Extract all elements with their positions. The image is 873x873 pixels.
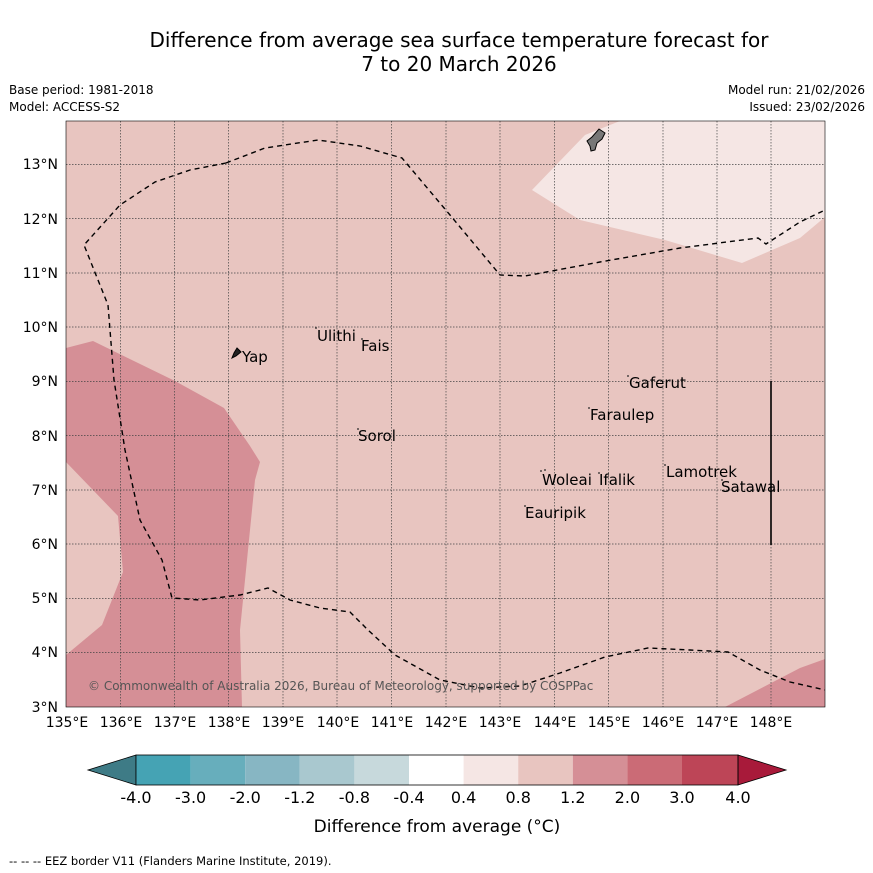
base-period: Base period: 1981-2018	[9, 83, 154, 97]
anomaly-region-1.2-2.0-west	[66, 341, 260, 707]
place-label-eauripik: Eauripik	[525, 504, 586, 522]
lat-tick-label: 3°N	[32, 700, 58, 716]
lon-tick-label: 135°E	[46, 715, 89, 731]
colorbar-tick-label: 1.2	[560, 788, 585, 807]
lon-tick-label: 142°E	[425, 715, 468, 731]
place-label-sorol: Sorol	[358, 427, 396, 445]
colorbar-tick-label: -1.2	[284, 788, 315, 807]
chart-title-line1: Difference from average sea surface temp…	[149, 28, 769, 52]
colorbar-tick-label: -2.0	[230, 788, 261, 807]
map-frame	[65, 120, 826, 708]
place-label-gaferut: Gaferut	[629, 374, 686, 392]
lat-tick-label: 11°N	[23, 266, 58, 282]
graticule	[66, 121, 825, 707]
lon-tick-label: 145°E	[588, 715, 631, 731]
colorbar-tick-label: -4.0	[120, 788, 151, 807]
colorbar-tick-labels: -4.0 -3.0 -2.0 -1.2 -0.8 -0.4 0.4 0.8 1.…	[120, 788, 750, 807]
yap-island	[231, 347, 242, 360]
chart-title-line2: 7 to 20 March 2026	[361, 52, 557, 76]
colorbar-tick-label: -0.8	[339, 788, 370, 807]
lat-tick-label: 6°N	[32, 537, 58, 553]
colorbar-bin	[190, 755, 246, 785]
colorbar-tick-label: 0.8	[505, 788, 530, 807]
anomaly-region-0.4-0.8-northeast	[532, 121, 825, 263]
colorbar-bin	[518, 755, 573, 785]
colorbar-bin	[136, 755, 191, 785]
model-run: Model run: 21/02/2026	[727, 83, 865, 97]
colorbar-tick-label: 2.0	[615, 788, 640, 807]
colorbar-under-arrow	[86, 754, 137, 786]
lat-tick-label: 12°N	[23, 212, 58, 228]
issued-date: Issued: 23/02/2026	[749, 100, 865, 114]
lon-tick-label: 138°E	[208, 715, 251, 731]
lon-tick-label: 137°E	[154, 715, 197, 731]
anomaly-region-1.2-2.0-southeast	[725, 659, 825, 707]
colorbar-tick-label: -3.0	[175, 788, 206, 807]
place-label-lamotrek: Lamotrek	[666, 463, 737, 481]
lat-tick-label: 9°N	[32, 374, 58, 390]
colorbar-bin	[245, 755, 300, 785]
lon-tick-label: 139°E	[262, 715, 305, 731]
lon-tick-label: 147°E	[696, 715, 739, 731]
lat-tick-labels: 3°N 4°N 5°N 6°N 7°N 8°N 9°N 10°N 11°N 12…	[23, 157, 58, 716]
lon-tick-label: 140°E	[317, 715, 360, 731]
place-label-ifalik: Ifalik	[599, 471, 635, 489]
place-label-ulithi: Ulithi	[317, 327, 356, 345]
colorbar-title: Difference from average (°C)	[314, 817, 561, 837]
colorbar-over-arrow	[737, 754, 788, 786]
colorbar-bin	[299, 755, 355, 785]
place-label-woleai: Woleai	[542, 471, 592, 489]
eez-border-north	[225, 139, 825, 277]
colorbar-tick-label: -0.4	[393, 788, 424, 807]
lat-tick-label: 7°N	[32, 483, 58, 499]
lon-tick-labels: 135°E 136°E 137°E 138°E 139°E 140°E 141°…	[46, 715, 793, 731]
colorbar-bin	[409, 755, 464, 785]
lat-tick-label: 5°N	[32, 591, 58, 607]
lon-tick-label: 136°E	[100, 715, 143, 731]
place-label-yap: Yap	[241, 348, 268, 366]
colorbar-tick-label: 4.0	[725, 788, 750, 807]
colorbar-bin	[354, 755, 409, 785]
eez-footnote: -- -- -- EEZ border V11 (Flanders Marine…	[9, 854, 332, 868]
lat-tick-label: 13°N	[23, 157, 58, 173]
colorbar-tick-label: 3.0	[669, 788, 694, 807]
colorbar-bin	[682, 755, 738, 785]
lon-tick-label: 143°E	[479, 715, 522, 731]
place-label-fais: Fais	[361, 337, 390, 355]
lon-tick-label: 141°E	[371, 715, 414, 731]
colorbar-bin	[572, 755, 628, 785]
lon-tick-label: 148°E	[750, 715, 793, 731]
atoll-markers	[315, 327, 723, 507]
place-label-faraulep: Faraulep	[590, 406, 654, 424]
colorbar-outline	[135, 754, 739, 786]
model-name: Model: ACCESS-S2	[9, 100, 121, 114]
place-label-satawal: Satawal	[721, 478, 780, 496]
eez-border	[83, 162, 825, 691]
lat-tick-label: 4°N	[32, 645, 58, 661]
guam-island	[586, 128, 606, 152]
colorbar-tick-label: 0.4	[451, 788, 476, 807]
lat-tick-label: 10°N	[23, 320, 58, 336]
colorbar-bin	[463, 755, 519, 785]
lat-tick-label: 8°N	[32, 429, 58, 445]
colorbar-bin	[627, 755, 682, 785]
lon-tick-label: 144°E	[534, 715, 577, 731]
lon-tick-label: 146°E	[642, 715, 685, 731]
copyright-text: © Commonwealth of Australia 2026, Bureau…	[88, 679, 593, 693]
colorbar	[86, 754, 788, 786]
